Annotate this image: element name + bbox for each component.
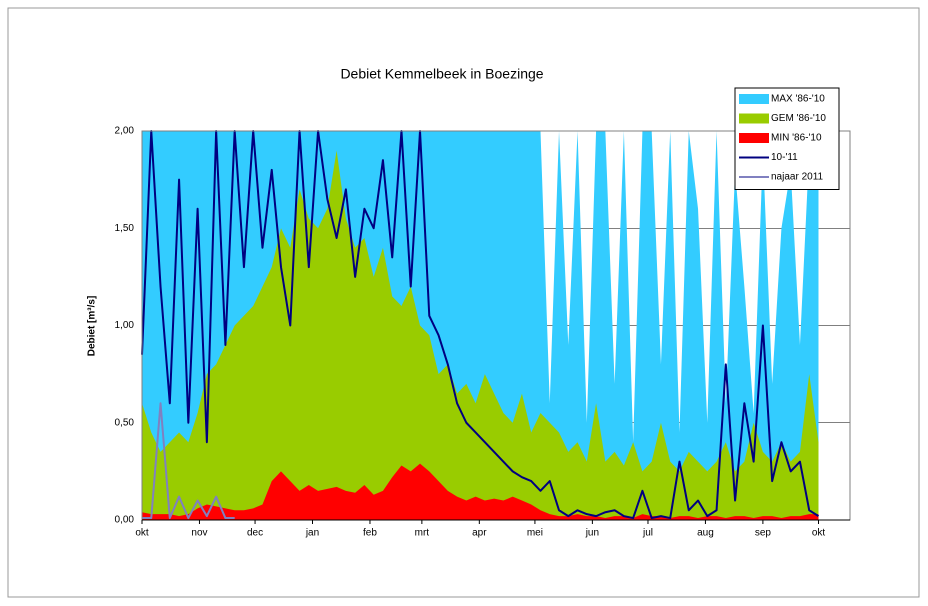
x-tick-label: okt xyxy=(812,528,826,539)
legend-label: MAX '86-'10 xyxy=(771,94,825,105)
legend-label: GEM '86-'10 xyxy=(771,113,826,124)
y-axis-title: Debiet [m³/s] xyxy=(87,296,98,357)
x-tick-label: dec xyxy=(247,528,263,539)
legend-label: najaar 2011 xyxy=(771,172,824,183)
x-tick-label: jul xyxy=(642,528,653,539)
x-tick-label: okt xyxy=(135,528,149,539)
line xyxy=(142,402,235,520)
x-tick-label: sep xyxy=(755,528,772,539)
x-tick-label: jan xyxy=(305,528,319,539)
x-tick-label: jun xyxy=(585,528,599,539)
x-tick-label: feb xyxy=(363,528,377,539)
legend-swatch xyxy=(739,133,769,143)
x-tick-label: mei xyxy=(527,528,543,539)
x-tick-label: mrt xyxy=(415,528,430,539)
area xyxy=(142,463,819,520)
y-tick-label: 1,00 xyxy=(115,320,135,331)
legend-label: MIN '86-'10 xyxy=(771,133,822,144)
x-tick-label: aug xyxy=(697,528,714,539)
y-tick-label: 1,50 xyxy=(115,223,135,234)
y-tick-label: 0,50 xyxy=(115,417,135,428)
x-tick-label: nov xyxy=(191,528,207,539)
line xyxy=(141,130,820,520)
x-tick-label: apr xyxy=(472,528,487,539)
legend-swatch xyxy=(739,113,769,124)
y-tick-label: 2,00 xyxy=(115,126,135,137)
legend-swatch xyxy=(739,94,769,104)
frame xyxy=(7,7,920,598)
y-tick-label: 0,00 xyxy=(115,515,135,526)
legend-label: 10-'11 xyxy=(771,152,798,163)
chart-title: Debiet Kemmelbeek in Boezinge xyxy=(340,66,543,82)
